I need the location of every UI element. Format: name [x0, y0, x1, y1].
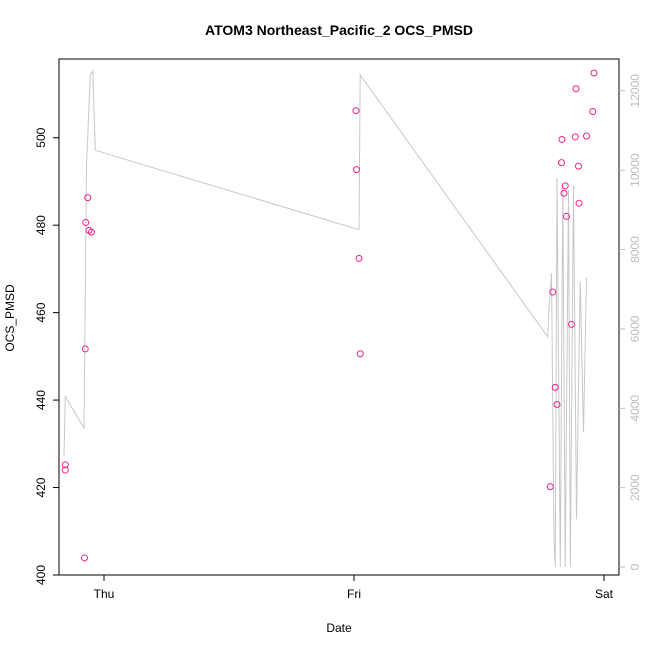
y-right-tick-label: 0 — [628, 563, 642, 570]
y-right-tick-label: 8000 — [628, 236, 642, 263]
data-point — [84, 194, 92, 202]
y-axis-left: 400 420 440 460 480 500 — [34, 127, 59, 585]
data-point — [590, 69, 598, 77]
y-left-tick-label: 500 — [34, 127, 48, 147]
data-point — [558, 159, 565, 167]
x-tick-label: Thu — [94, 587, 115, 601]
y-axis-label: OCS_PMSD — [3, 284, 17, 352]
data-point — [568, 320, 575, 328]
y-right-tick-label: 4000 — [628, 395, 642, 422]
data-point — [61, 461, 69, 469]
data-point — [353, 166, 360, 174]
x-tick-label: Fri — [347, 587, 361, 601]
plot-frame — [58, 58, 620, 576]
data-point — [356, 350, 364, 358]
y-left-tick-label: 480 — [34, 215, 48, 235]
data-point — [553, 400, 561, 408]
y-left-tick-label: 460 — [34, 302, 48, 322]
data-point — [589, 107, 597, 115]
data-point — [549, 288, 557, 296]
data-point — [551, 383, 559, 391]
chart-title: ATOM3 Northeast_Pacific_2 OCS_PMSD — [205, 22, 473, 38]
x-axis-label: Date — [326, 621, 352, 635]
data-point — [558, 135, 566, 143]
data-point — [352, 107, 360, 115]
series-line — [63, 69, 587, 568]
y-right-tick-label: 10000 — [628, 153, 642, 187]
data-point — [572, 85, 580, 93]
y-left-tick-label: 420 — [34, 477, 48, 497]
y-right-tick-label: 12000 — [628, 74, 642, 108]
y-right-tick-label: 6000 — [628, 315, 642, 342]
y-right-tick-label: 2000 — [628, 474, 642, 501]
data-point — [571, 133, 579, 141]
scatter-series — [61, 69, 598, 562]
data-point — [560, 189, 568, 197]
data-point — [575, 199, 583, 207]
data-point — [546, 483, 554, 491]
data-point — [61, 466, 69, 474]
x-tick-label: Sat — [595, 587, 614, 601]
data-point — [561, 182, 569, 190]
data-point — [563, 212, 570, 220]
data-point — [575, 162, 582, 170]
y-axis-right: 0 2000 4000 6000 8000 10000 12000 — [619, 74, 642, 570]
line-series — [63, 69, 587, 568]
x-axis: Thu Fri Sat — [94, 575, 614, 601]
data-point — [82, 219, 90, 227]
data-point — [81, 345, 89, 353]
y-left-tick-label: 440 — [34, 390, 48, 410]
y-left-tick-label: 400 — [34, 565, 48, 585]
data-point — [88, 228, 95, 236]
data-point — [583, 132, 590, 140]
data-point — [355, 254, 363, 262]
data-point — [81, 554, 88, 562]
